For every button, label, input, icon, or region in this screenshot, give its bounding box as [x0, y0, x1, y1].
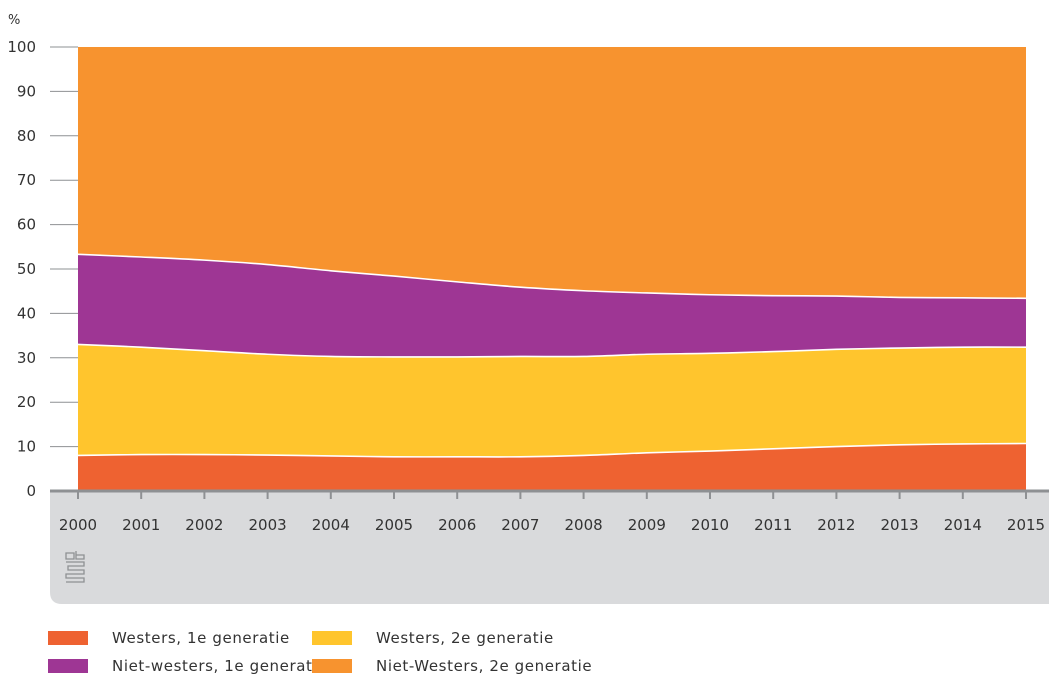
legend-swatch [312, 659, 352, 673]
legend-item: Niet-Westers, 2e generatie [312, 656, 592, 676]
area-series-3 [78, 254, 1026, 357]
x-tick-label: 2001 [122, 516, 160, 534]
legend-swatch [48, 631, 88, 645]
x-tick-label: 2003 [249, 516, 287, 534]
legend-swatch [312, 631, 352, 645]
y-axis-unit-label: % [8, 13, 20, 28]
y-tick-label: 0 [26, 482, 36, 500]
x-tick-label: 2012 [817, 516, 855, 534]
x-axis-band [50, 491, 1049, 604]
y-tick-label: 90 [17, 82, 36, 100]
x-tick-label: 2007 [501, 516, 539, 534]
area-series-group [77, 47, 1027, 491]
x-tick-label: 2014 [944, 516, 982, 534]
legend-label: Niet-Westers, 2e generatie [376, 657, 593, 675]
area-series-1 [78, 443, 1026, 491]
x-tick-label: 2000 [59, 516, 97, 534]
y-tick-label: 20 [17, 393, 36, 411]
x-tick-label: 2013 [881, 516, 919, 534]
x-tick-label: 2006 [438, 516, 476, 534]
area-divider-2 [77, 343, 1027, 358]
legend-item: Westers, 1e generatie [48, 628, 290, 648]
x-tick-label: 2008 [565, 516, 603, 534]
y-tick-label: 70 [17, 171, 36, 189]
legend-item: Westers, 2e generatie [312, 628, 554, 648]
y-tick-label: 80 [17, 127, 36, 145]
x-tick-label: 2010 [691, 516, 729, 534]
y-tick-label: 40 [17, 304, 36, 322]
x-tick-label: 2004 [312, 516, 350, 534]
y-axis: % 0 10 20 30 40 50 60 70 80 90 100 [7, 13, 78, 500]
y-tick-label: 50 [17, 260, 36, 278]
x-tick-label: 2015 [1007, 516, 1045, 534]
y-tick-label: 100 [7, 38, 36, 56]
cbs-logo [65, 551, 85, 583]
x-axis: 2000 2001 2002 2003 2004 2005 2006 2007 2008 2009… [50, 489, 1049, 534]
legend-label: Westers, 1e generatie [112, 629, 290, 647]
y-tick-label: 30 [17, 349, 36, 367]
y-tick-label: 60 [17, 216, 36, 234]
legend-swatch [48, 659, 88, 673]
x-tick-label: 2005 [375, 516, 413, 534]
legend-item: Niet-westers, 1e generatie [48, 656, 327, 676]
area-divider-1 [77, 442, 1027, 458]
area-divider-3 [77, 253, 1027, 300]
area-series-2 [78, 344, 1026, 457]
x-tick-label: 2011 [754, 516, 792, 534]
legend-label: Niet-westers, 1e generatie [112, 657, 328, 675]
x-tick-label: 2002 [185, 516, 223, 534]
y-tick-label: 10 [17, 438, 36, 456]
x-tick-label: 2009 [628, 516, 666, 534]
legend-label: Westers, 2e generatie [376, 629, 554, 647]
area-series-4 [78, 47, 1026, 299]
